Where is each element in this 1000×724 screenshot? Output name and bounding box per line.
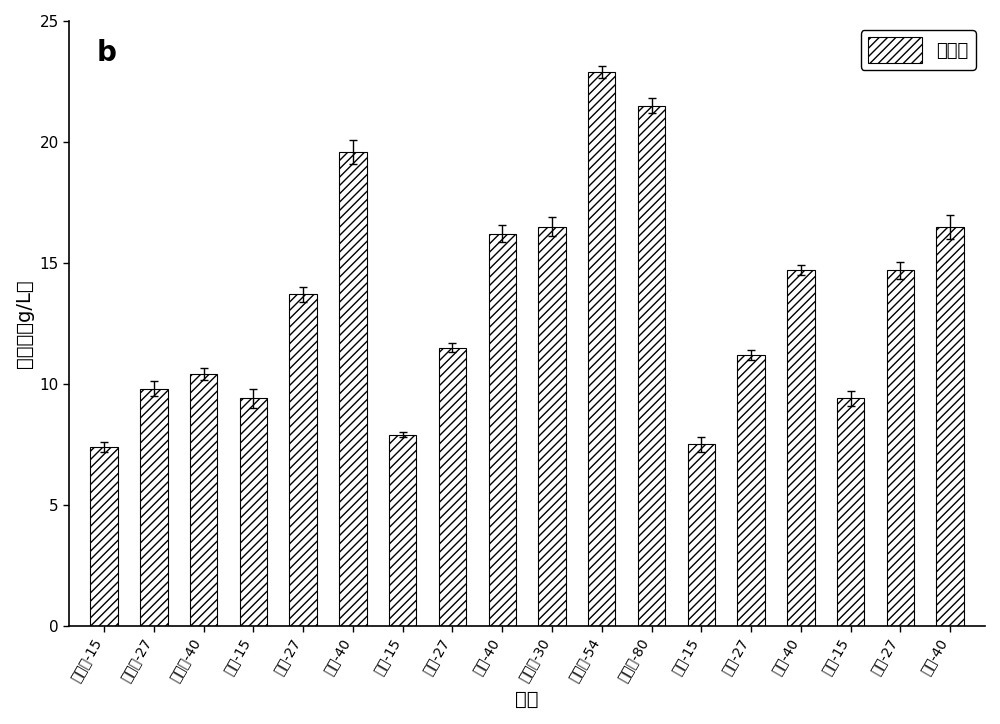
Bar <box>489 234 516 626</box>
Bar <box>737 355 765 626</box>
Bar <box>190 374 217 626</box>
X-axis label: 碗源: 碗源 <box>515 690 539 709</box>
Bar <box>638 106 665 626</box>
Bar <box>787 270 815 626</box>
Bar <box>439 348 466 626</box>
Bar <box>936 227 964 626</box>
Bar <box>289 295 317 626</box>
Bar <box>140 389 168 626</box>
Bar <box>339 151 367 626</box>
Text: b: b <box>97 39 117 67</box>
Bar <box>588 72 615 626</box>
Bar <box>688 445 715 626</box>
Bar <box>240 398 267 626</box>
Bar <box>837 398 864 626</box>
Bar <box>887 270 914 626</box>
Bar <box>538 227 566 626</box>
Legend: 生物量: 生物量 <box>861 30 976 70</box>
Y-axis label: 生物量（g/L）: 生物量（g/L） <box>15 279 34 368</box>
Bar <box>389 434 416 626</box>
Bar <box>90 447 118 626</box>
